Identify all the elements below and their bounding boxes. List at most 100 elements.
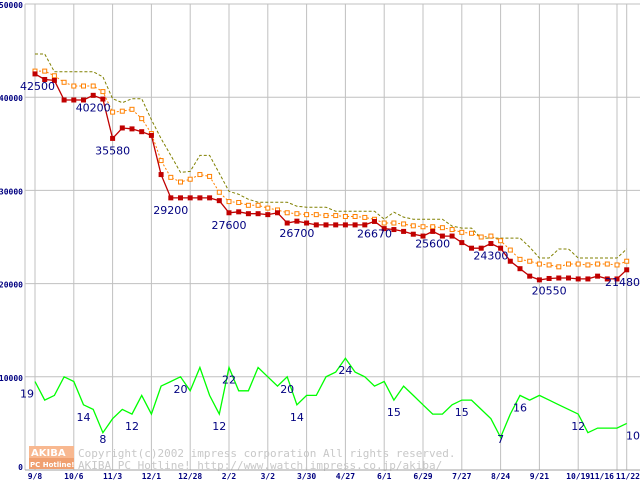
data-point [352, 222, 358, 228]
data-point [90, 92, 96, 98]
data-point [139, 129, 145, 135]
data-point [459, 229, 465, 235]
data-point [119, 108, 125, 114]
data-point [226, 210, 232, 216]
series-line-low [34, 73, 628, 281]
data-point [168, 174, 174, 180]
data-point [469, 245, 474, 251]
data-label: 14 [290, 411, 304, 424]
data-point [624, 267, 630, 273]
data-label: 7 [497, 433, 504, 446]
data-label: 12 [125, 420, 139, 433]
data-label: 12 [571, 420, 585, 433]
data-point [245, 202, 251, 208]
data-point [488, 241, 494, 247]
data-point [236, 209, 242, 215]
data-point [556, 264, 562, 270]
data-point [216, 189, 222, 195]
data-point [362, 214, 368, 220]
data-point [498, 238, 504, 244]
data-point [265, 212, 271, 218]
y-tick-label: 50000 [0, 1, 23, 10]
data-label: 40200 [76, 101, 111, 114]
data-point [410, 223, 416, 229]
series-line-shop-count [34, 357, 627, 439]
series-layer [32, 53, 630, 439]
y-tick-label: 10000 [0, 374, 23, 383]
data-point [255, 211, 261, 217]
data-point [391, 227, 397, 233]
data-point [90, 83, 96, 89]
data-point [178, 179, 183, 185]
data-point [129, 126, 135, 132]
data-point [42, 76, 48, 82]
data-point [187, 176, 193, 182]
data-point [439, 225, 445, 231]
y-tick-label: 20000 [0, 281, 23, 290]
data-label: 21480 [605, 276, 640, 289]
data-point [226, 199, 232, 205]
data-label: 26670 [357, 227, 392, 240]
data-point [294, 218, 300, 224]
data-label: 29200 [153, 204, 188, 217]
data-label: 24 [338, 364, 352, 377]
data-point [304, 220, 310, 226]
data-point [323, 222, 329, 228]
data-point [42, 68, 48, 74]
y-tick-label: 30000 [0, 187, 23, 196]
data-point [546, 262, 552, 268]
x-tick-label: 11/16 [590, 472, 614, 480]
data-point [430, 224, 436, 230]
x-tick-label: 8/24 [491, 472, 510, 480]
data-point [391, 220, 397, 226]
series-line-high [35, 53, 628, 259]
grid [25, 3, 640, 470]
data-point [401, 228, 407, 234]
data-point [255, 202, 261, 208]
data-point [197, 172, 203, 178]
data-point [517, 266, 523, 272]
data-point [478, 234, 484, 240]
data-label: 15 [455, 406, 469, 419]
data-point [614, 276, 620, 282]
data-point [507, 247, 513, 253]
data-label: 8 [99, 433, 106, 446]
data-label: 27600 [212, 219, 247, 232]
data-point [158, 158, 164, 164]
data-label: 15 [387, 406, 401, 419]
data-point [333, 213, 339, 219]
data-point [546, 275, 552, 281]
data-point [216, 198, 222, 204]
data-point [71, 83, 77, 89]
data-label: 10 [626, 429, 640, 442]
data-point [110, 109, 116, 115]
data-point [420, 233, 426, 239]
data-label: 14 [77, 411, 91, 424]
data-point [178, 195, 183, 201]
data-point [566, 275, 571, 281]
x-tick-label: 11/3 [103, 472, 122, 480]
data-label: 20 [280, 383, 294, 396]
x-tick-label: 10/19 [566, 472, 590, 480]
data-point [352, 213, 358, 219]
watermark: AKIBA PC Hotline! Copyright(c)2002 impre… [29, 446, 456, 472]
data-point [536, 261, 542, 267]
data-point [449, 227, 455, 233]
data-point [342, 213, 348, 219]
data-point [566, 261, 571, 267]
x-tick-label: 3/2 [261, 472, 276, 480]
data-label: 20550 [532, 284, 567, 297]
data-point [507, 258, 513, 264]
data-point [372, 218, 377, 224]
data-point [585, 262, 591, 268]
data-label: 20 [174, 383, 188, 396]
data-point [527, 273, 533, 279]
data-point [575, 276, 581, 282]
data-point [449, 233, 455, 239]
data-point [313, 212, 319, 218]
data-point [536, 277, 542, 283]
data-point [333, 222, 339, 228]
logo-text-top: AKIBA [31, 448, 66, 459]
copyright-text: Copyright(c)2002 impress corporation All… [78, 447, 456, 460]
